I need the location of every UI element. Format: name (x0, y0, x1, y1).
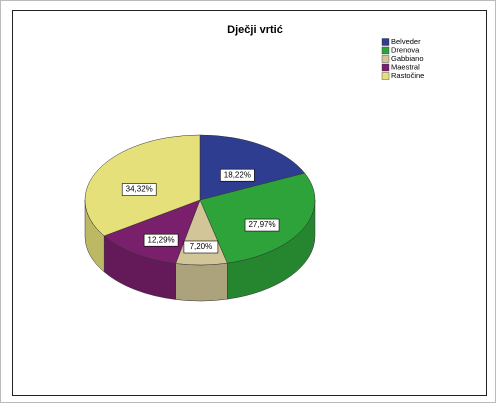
data-label-box (183, 240, 219, 254)
pie-slice (103, 199, 201, 264)
legend-label: Drenova (391, 45, 420, 54)
data-label: 34,32% (121, 183, 157, 196)
data-label: 18,22% (220, 168, 255, 182)
data-label: 12,29% (143, 233, 179, 247)
chart-title: Dječji vrtić (227, 24, 283, 36)
data-label-text: 18,22% (224, 170, 251, 179)
data-label-box (143, 233, 179, 247)
data-label-box (220, 168, 255, 182)
data-label: 7,20% (183, 240, 219, 254)
data-label: 27,97% (244, 218, 280, 232)
legend-swatch (381, 63, 390, 72)
legend-swatch (381, 38, 390, 46)
data-label-text: 27,97% (248, 220, 275, 229)
legend-label: Maestral (391, 62, 420, 71)
pie-side (175, 262, 228, 302)
legend-swatch (381, 72, 390, 80)
data-label-text: 12,29% (148, 235, 175, 244)
pie-slice (199, 172, 316, 264)
legend-label: Rastočine (391, 71, 424, 80)
legend-swatch (381, 46, 390, 55)
pie-slice (199, 134, 306, 201)
legend-label: Gabbiano (391, 54, 424, 63)
data-label-text: 7,20% (190, 242, 213, 251)
data-label-text: 34,32% (126, 185, 153, 194)
data-label-box (244, 218, 280, 232)
legend-swatch (381, 55, 390, 63)
legend-label: Belveder (391, 37, 421, 46)
data-label-box (121, 183, 157, 196)
